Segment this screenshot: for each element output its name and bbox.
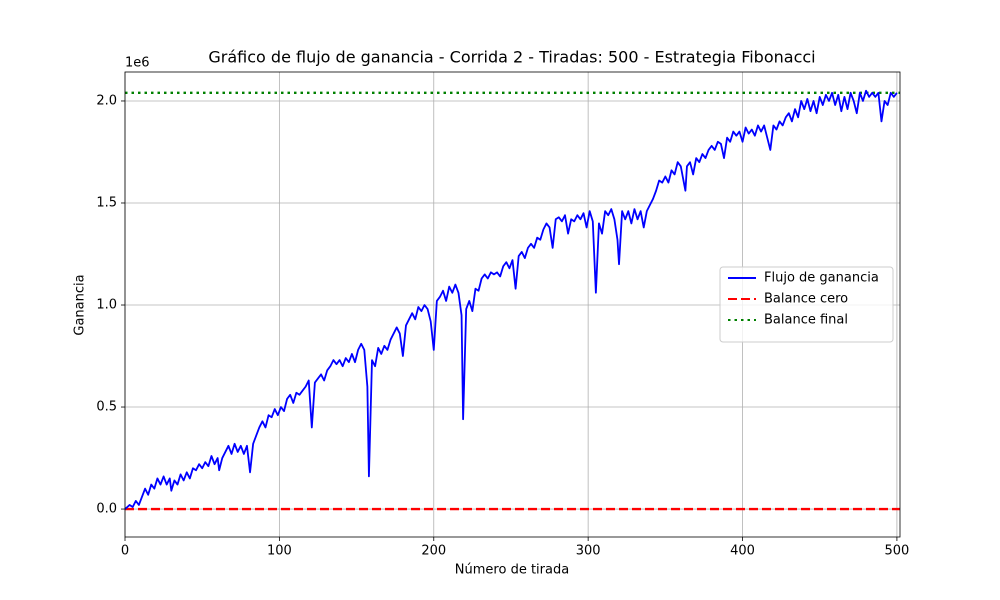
y-tick-label: 0.0 xyxy=(96,502,117,517)
y-tick-label: 1.5 xyxy=(96,195,117,210)
x-tick-label: 200 xyxy=(421,544,446,559)
x-tick-label: 0 xyxy=(121,544,129,559)
y-tick-label: 1.0 xyxy=(96,298,117,313)
plot-frame xyxy=(124,71,901,538)
y-tick-label: 2.0 xyxy=(96,93,117,108)
legend-label: Flujo de ganancia xyxy=(764,271,879,286)
y-tick-label: 0.5 xyxy=(96,400,117,415)
profit-line xyxy=(124,89,898,510)
x-axis-label: Número de tirada xyxy=(455,563,569,578)
legend-label: Balance cero xyxy=(764,292,848,307)
x-tick-label: 100 xyxy=(267,544,292,559)
chart-title: Gráfico de flujo de ganancia - Corrida 2… xyxy=(208,48,815,67)
x-tick-label: 400 xyxy=(730,544,755,559)
y-axis-label: Ganancia xyxy=(73,274,88,335)
legend-label: Balance final xyxy=(764,313,848,328)
x-tick-label: 500 xyxy=(884,544,909,559)
y-offset-text: 1e6 xyxy=(125,56,150,71)
legend: Flujo de ganancia Balance cero Balance fin… xyxy=(719,266,894,343)
x-tick-label: 300 xyxy=(576,544,601,559)
legend-box xyxy=(719,266,894,343)
